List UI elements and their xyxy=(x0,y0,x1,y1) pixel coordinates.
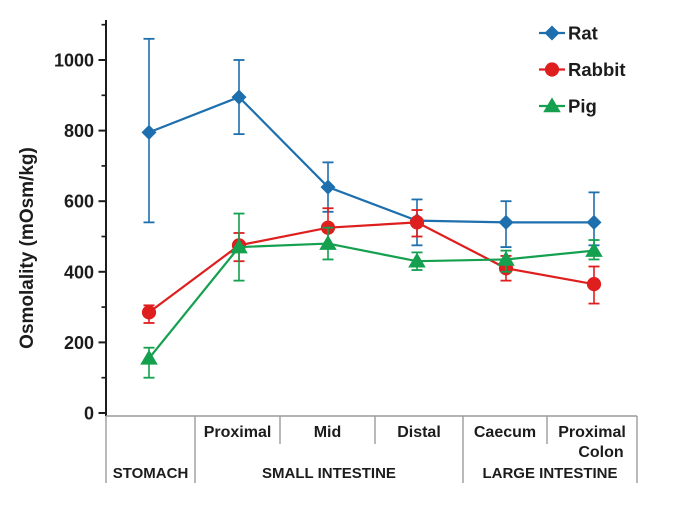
pig-marker xyxy=(319,234,337,250)
x-region-sublabel: Mid xyxy=(314,424,342,441)
pig-marker xyxy=(497,250,515,266)
x-region-sublabel: Distal xyxy=(397,424,441,441)
series-line xyxy=(148,95,594,224)
pig-marker xyxy=(408,252,426,268)
y-axis-title: Osmolality (mOsm/kg) xyxy=(17,147,38,349)
rabbit-marker xyxy=(141,305,157,320)
legend-marker-rat xyxy=(544,25,560,41)
rat-marker xyxy=(141,124,157,140)
legend-label-pig: Pig xyxy=(568,96,597,117)
legend-marker-rabbit xyxy=(544,62,560,77)
pig-marker xyxy=(585,242,603,257)
rabbit-marker xyxy=(586,277,602,292)
series-rat xyxy=(141,37,602,248)
x-region-sublabel: Proximal xyxy=(204,424,272,441)
x-region-sublabel: Caecum xyxy=(474,424,536,441)
y-tick-label: 800 xyxy=(64,121,94,141)
rat-marker xyxy=(320,179,336,195)
legend: Rat Rabbit Pig xyxy=(539,23,626,117)
series-rabbit xyxy=(141,207,602,324)
y-tick-label: 200 xyxy=(64,333,94,353)
rat-marker xyxy=(586,214,602,230)
legend-marker-pig xyxy=(543,97,561,113)
x-region-grouplabel: LARGE INTESTINE xyxy=(482,465,617,482)
x-region-grouplabel: SMALL INTESTINE xyxy=(262,465,396,482)
series-line xyxy=(148,221,595,314)
pig-marker xyxy=(230,238,248,254)
pig-marker xyxy=(140,349,158,365)
series-pig xyxy=(140,212,603,379)
y-tick-label: 1000 xyxy=(54,51,94,71)
y-tick-label: 0 xyxy=(84,404,94,424)
series-line xyxy=(148,242,595,359)
x-region-sublabel: Proximal xyxy=(558,424,626,441)
rat-marker xyxy=(498,214,514,230)
legend-label-rat: Rat xyxy=(568,23,598,44)
legend-label-rabbit: Rabbit xyxy=(568,59,626,80)
y-tick-label: 400 xyxy=(64,262,94,282)
x-region-sublabel: Colon xyxy=(578,444,623,461)
rat-marker xyxy=(231,89,247,105)
y-tick-label: 600 xyxy=(64,192,94,212)
x-region-grouplabel: STOMACH xyxy=(113,465,189,482)
rabbit-marker xyxy=(409,215,425,230)
